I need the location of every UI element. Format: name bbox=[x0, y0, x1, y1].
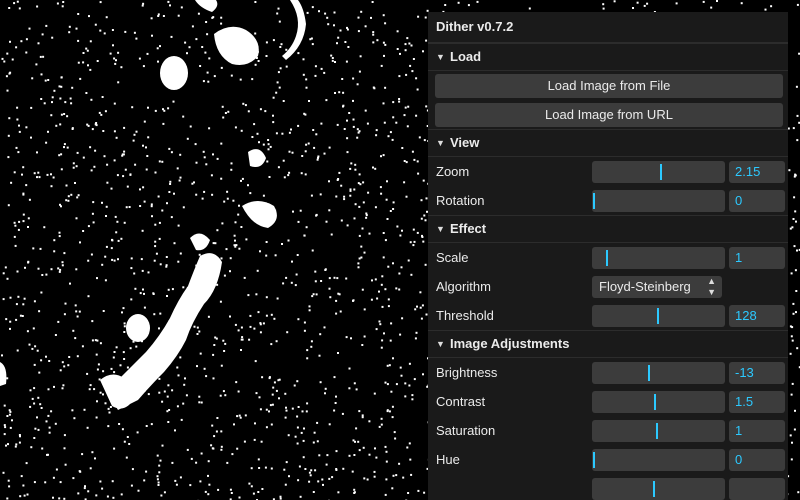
algorithm-control: Algorithm Floyd-Steinberg ▲ ▼ bbox=[428, 272, 788, 301]
rotation-value-input[interactable]: 0 bbox=[729, 190, 785, 212]
scale-control: Scale 1 bbox=[428, 243, 788, 272]
partial-control-row bbox=[428, 474, 788, 500]
threshold-value-input[interactable]: 128 bbox=[729, 305, 785, 327]
dither-control-panel: Dither v0.7.2 ▼ Load Load Image from Fil… bbox=[428, 12, 788, 500]
zoom-slider[interactable] bbox=[592, 161, 725, 183]
scale-label: Scale bbox=[436, 250, 469, 265]
zoom-label: Zoom bbox=[436, 164, 470, 179]
rotation-control: Rotation 0 bbox=[428, 186, 788, 215]
folder-image-adjustments-header[interactable]: ▼ Image Adjustments bbox=[428, 330, 788, 358]
saturation-label: Saturation bbox=[436, 423, 496, 438]
chevron-down-icon: ▼ bbox=[436, 138, 445, 148]
slider-knob[interactable] bbox=[656, 423, 658, 439]
load-image-file-button[interactable]: Load Image from File bbox=[435, 73, 783, 98]
slider-knob[interactable] bbox=[593, 452, 595, 468]
saturation-value-input[interactable]: 1 bbox=[729, 420, 785, 442]
saturation-slider[interactable] bbox=[592, 420, 725, 442]
chevron-down-icon: ▼ bbox=[436, 339, 445, 349]
brightness-value-input[interactable]: -13 bbox=[729, 362, 785, 384]
contrast-value-input[interactable]: 1.5 bbox=[729, 391, 785, 413]
slider-knob[interactable] bbox=[648, 365, 650, 381]
slider-knob[interactable] bbox=[593, 193, 595, 209]
threshold-label: Threshold bbox=[436, 308, 494, 323]
scale-value-input[interactable]: 1 bbox=[729, 247, 785, 269]
slider-knob[interactable] bbox=[606, 250, 608, 266]
chevron-down-icon: ▼ bbox=[436, 224, 445, 234]
folder-effect-header[interactable]: ▼ Effect bbox=[428, 215, 788, 243]
zoom-control: Zoom 2.15 bbox=[428, 157, 788, 186]
hue-label: Hue bbox=[436, 452, 460, 467]
contrast-label: Contrast bbox=[436, 394, 486, 409]
rotation-label: Rotation bbox=[436, 193, 485, 208]
slider-knob[interactable] bbox=[657, 308, 659, 324]
threshold-slider[interactable] bbox=[592, 305, 725, 327]
brightness-label: Brightness bbox=[436, 365, 498, 380]
dithered-figure bbox=[0, 0, 306, 410]
contrast-slider[interactable] bbox=[592, 391, 725, 413]
chevron-down-icon: ▼ bbox=[436, 52, 445, 62]
folder-load-header[interactable]: ▼ Load bbox=[428, 43, 788, 71]
hue-value-input[interactable]: 0 bbox=[729, 449, 785, 471]
algorithm-label: Algorithm bbox=[436, 279, 491, 294]
partial-value-input[interactable] bbox=[729, 478, 785, 500]
slider-knob[interactable] bbox=[653, 481, 655, 497]
scale-slider[interactable] bbox=[592, 247, 725, 269]
hue-control: Hue 0 bbox=[428, 445, 788, 474]
zoom-value-input[interactable]: 2.15 bbox=[729, 161, 785, 183]
slider-knob[interactable] bbox=[660, 164, 662, 180]
contrast-control: Contrast 1.5 bbox=[428, 387, 788, 416]
brightness-slider[interactable] bbox=[592, 362, 725, 384]
slider-knob[interactable] bbox=[654, 394, 656, 410]
threshold-control: Threshold 128 bbox=[428, 301, 788, 330]
algorithm-select[interactable]: Floyd-Steinberg ▲ ▼ bbox=[592, 276, 722, 298]
saturation-control: Saturation 1 bbox=[428, 416, 788, 445]
folder-view-header[interactable]: ▼ View bbox=[428, 129, 788, 157]
load-image-url-button[interactable]: Load Image from URL bbox=[435, 102, 783, 127]
select-arrows-icon: ▲ ▼ bbox=[707, 276, 716, 297]
partial-slider[interactable] bbox=[592, 478, 725, 500]
panel-title: Dither v0.7.2 bbox=[428, 12, 788, 43]
hue-slider[interactable] bbox=[592, 449, 725, 471]
brightness-control: Brightness -13 bbox=[428, 358, 788, 387]
rotation-slider[interactable] bbox=[592, 190, 725, 212]
